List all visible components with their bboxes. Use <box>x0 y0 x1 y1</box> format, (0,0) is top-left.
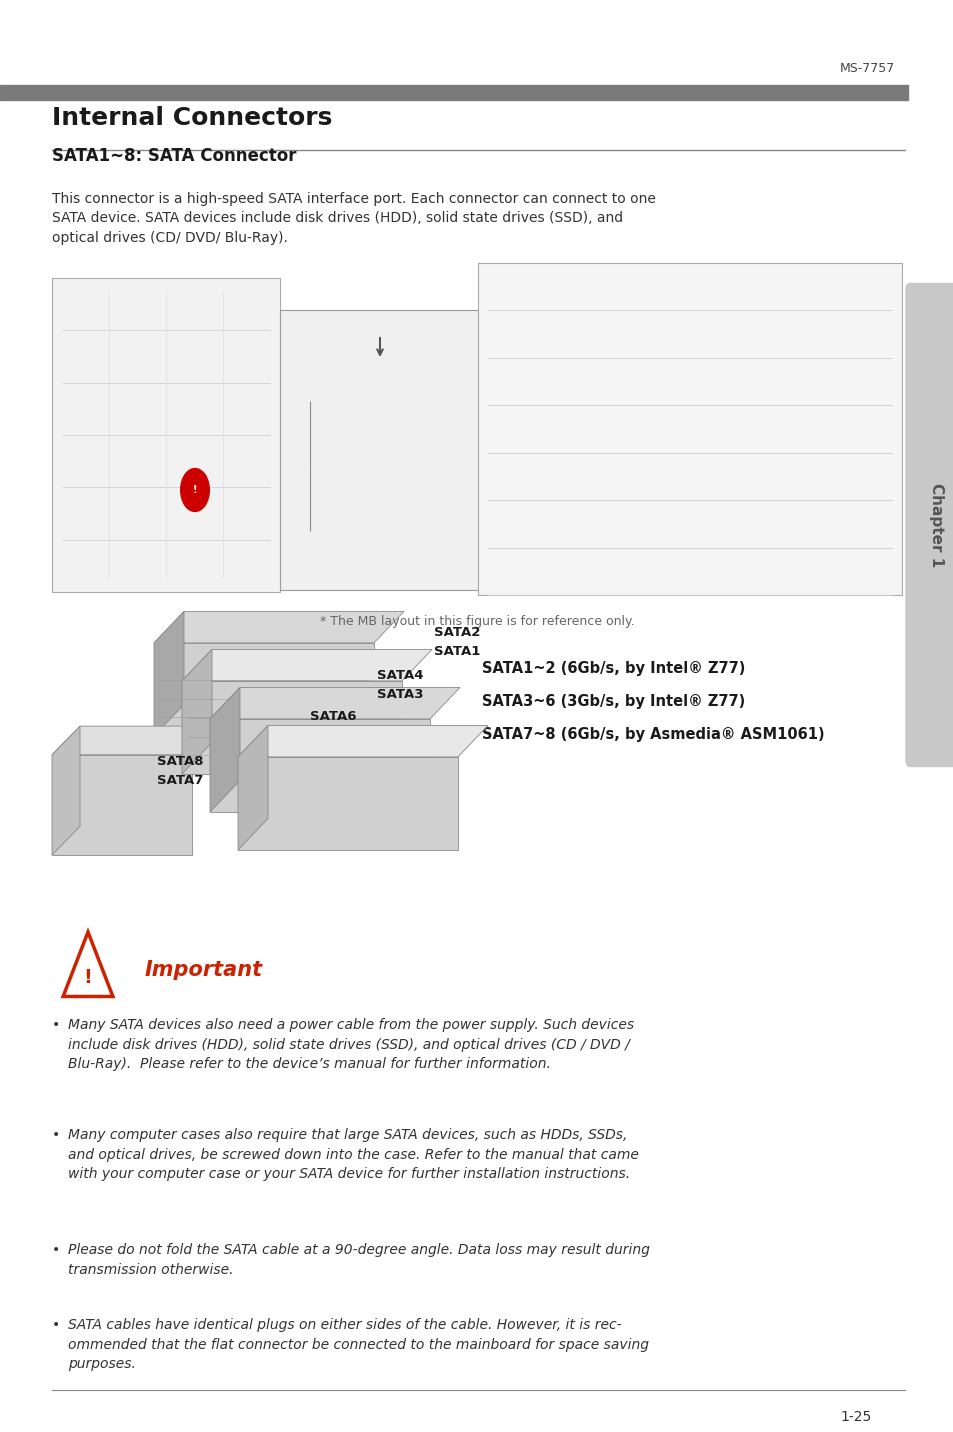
Text: SATA7: SATA7 <box>157 773 204 788</box>
Text: Important: Important <box>145 959 263 979</box>
Bar <box>280 309 479 590</box>
Polygon shape <box>237 758 457 851</box>
Polygon shape <box>210 687 240 812</box>
Text: Many SATA devices also need a power cable from the power supply. Such devices
in: Many SATA devices also need a power cabl… <box>68 1018 634 1071</box>
Bar <box>52 278 280 591</box>
Text: SATA cables have identical plugs on either sides of the cable. However, it is re: SATA cables have identical plugs on eith… <box>68 1317 648 1370</box>
Polygon shape <box>237 726 488 758</box>
Polygon shape <box>182 650 212 775</box>
FancyBboxPatch shape <box>904 284 953 768</box>
Text: SATA5: SATA5 <box>310 727 356 742</box>
Text: SATA1: SATA1 <box>434 644 480 659</box>
Polygon shape <box>153 643 374 736</box>
Text: SATA8: SATA8 <box>157 755 204 769</box>
Text: SATA7~8 (6Gb/s, by Asmedia® ASM1061): SATA7~8 (6Gb/s, by Asmedia® ASM1061) <box>481 727 823 742</box>
Polygon shape <box>210 687 459 719</box>
Bar <box>0 84 907 100</box>
Polygon shape <box>210 719 430 812</box>
Text: SATA3: SATA3 <box>376 687 423 702</box>
Text: •: • <box>52 1018 60 1032</box>
Text: SATA2: SATA2 <box>434 626 480 640</box>
Polygon shape <box>52 726 220 755</box>
Text: !: ! <box>84 968 92 987</box>
Polygon shape <box>153 611 184 736</box>
Text: SATA1~8: SATA Connector: SATA1~8: SATA Connector <box>52 147 296 165</box>
Bar <box>477 263 901 596</box>
Polygon shape <box>153 611 403 643</box>
Polygon shape <box>52 726 80 855</box>
Text: SATA4: SATA4 <box>376 669 423 683</box>
Bar <box>52 755 192 855</box>
Polygon shape <box>182 650 432 682</box>
Text: * The MB layout in this figure is for reference only.: * The MB layout in this figure is for re… <box>319 614 634 629</box>
Text: Chapter 1: Chapter 1 <box>928 483 943 567</box>
Text: •: • <box>52 1317 60 1332</box>
Text: Internal Connectors: Internal Connectors <box>52 106 332 130</box>
Text: This connector is a high-speed SATA interface port. Each connector can connect t: This connector is a high-speed SATA inte… <box>52 192 656 245</box>
Text: SATA6: SATA6 <box>310 709 356 723</box>
Polygon shape <box>63 932 112 997</box>
Text: SATA1~2 (6Gb/s, by Intel® Z77): SATA1~2 (6Gb/s, by Intel® Z77) <box>481 662 744 676</box>
Polygon shape <box>237 726 268 851</box>
Text: SATA3~6 (3Gb/s, by Intel® Z77): SATA3~6 (3Gb/s, by Intel® Z77) <box>481 695 744 709</box>
Text: MS-7757: MS-7757 <box>840 62 894 74</box>
Text: •: • <box>52 1128 60 1141</box>
Text: !: ! <box>193 485 197 495</box>
Text: 1-25: 1-25 <box>840 1411 870 1423</box>
Text: Many computer cases also require that large SATA devices, such as HDDs, SSDs,
an: Many computer cases also require that la… <box>68 1128 639 1181</box>
Text: Please do not fold the SATA cable at a 90-degree angle. Data loss may result dur: Please do not fold the SATA cable at a 9… <box>68 1243 649 1276</box>
Circle shape <box>180 468 209 511</box>
Polygon shape <box>182 682 401 775</box>
Text: •: • <box>52 1243 60 1257</box>
